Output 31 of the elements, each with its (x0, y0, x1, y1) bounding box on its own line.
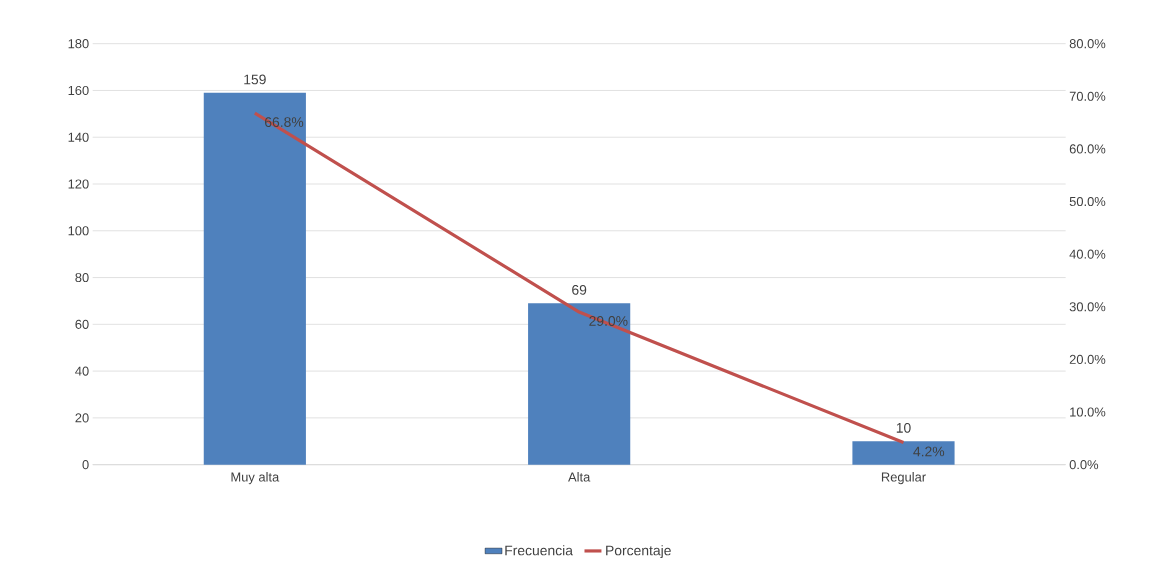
y-tick-label: 100 (68, 226, 89, 236)
data-label: 69 (572, 285, 587, 295)
bar (203, 92, 306, 465)
y-tick-label: 20 (75, 413, 89, 423)
bar (852, 441, 955, 465)
y2-tick-label: 60.0% (1069, 144, 1106, 154)
y-tick-label: 0 (82, 460, 89, 470)
data-label: 159 (244, 74, 266, 85)
bar (528, 303, 631, 465)
x-tick-label: Regular (881, 472, 926, 485)
y2-tick-label: 50.0% (1069, 197, 1106, 207)
y-tick-label: 180 (68, 39, 89, 49)
data-label: 10 (896, 423, 911, 433)
x-tick-label: Muy alta (231, 472, 280, 485)
y2-tick-label: 20.0% (1069, 354, 1106, 365)
legend-label: Frecuencia (505, 545, 573, 556)
data-label: 4.2% (913, 446, 945, 457)
y2-tick-label: 40.0% (1069, 249, 1106, 259)
x-tick-label: Alta (568, 472, 591, 482)
y-tick-label: 140 (68, 132, 89, 142)
y-tick-label: 160 (68, 85, 89, 96)
y2-tick-label: 0.0% (1069, 460, 1099, 470)
legend-label: Porcentaje (606, 545, 671, 559)
y2-tick-label: 70.0% (1069, 91, 1106, 101)
y-tick-label: 40 (75, 366, 89, 376)
y2-tick-label: 80.0% (1069, 39, 1106, 49)
y-tick-label: 60 (75, 319, 89, 329)
y-tick-label: 80 (75, 273, 89, 283)
y2-tick-label: 30.0% (1069, 302, 1106, 312)
y-tick-label: 120 (68, 179, 89, 189)
y2-tick-label: 10.0% (1070, 407, 1106, 417)
